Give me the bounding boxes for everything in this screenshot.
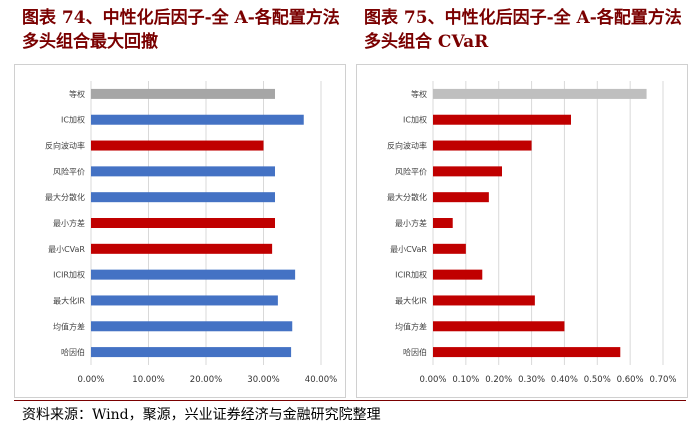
cvar-category-label: 哈因伯 [403,347,427,357]
cvar-category-label: 最大化IR [395,295,427,305]
chart-panel-max-drawdown: 0.00% 10.00% 20.00% 30.00% 40.00% 等权 IC加权反向波动率… [14,64,346,398]
cvar-category-label: 最大分散化 [387,192,427,202]
cvar-bar [433,321,565,332]
cvar-bar [433,166,502,177]
max-drawdown-bar [91,347,292,358]
max-drawdown-bar [91,114,304,125]
cvar-category-label: 风险平价 [395,166,427,176]
cvar-category-label: 最小CVaR [390,245,427,254]
max-drawdown-bar [91,192,275,203]
cvar-category-label: 均值方差 [395,321,427,331]
cvar-category-label: 反向波动率 [387,141,427,151]
chart-title-cvar: 图表 75、中性化后因子-全 A-各配置方法多头组合 CVaR [364,8,682,52]
max-drawdown-x-tick-label: 0.00% [77,375,104,385]
max-drawdown-bar [91,269,296,280]
max-drawdown-bar [91,243,273,254]
max-drawdown-bar [91,166,275,177]
cvar-bar [433,347,621,358]
cvar-x-tick-label: 0.40% [551,375,578,385]
cvar-category-label: 最小方差 [395,218,427,228]
max-drawdown-category-label: IC加权 [61,115,85,125]
source-note: 资料来源：Wind，聚源，兴业证券经济与金融研究院整理 [22,407,381,423]
max-drawdown-category-label: 均值方差 [53,321,85,331]
cvar-bar [433,192,489,203]
max-drawdown-x-tick-label: 20.00% [190,375,222,385]
cvar-x-tick-label: 0.70% [649,375,676,385]
cvar-bar [433,88,647,99]
max-drawdown-x-tick-label: 10.00% [132,375,164,385]
chart-title-max-drawdown: 图表 74、中性化后因子-全 A-各配置方法多头组合最大回撤 [22,8,340,52]
cvar-category-label: ICIR加权 [395,270,427,280]
max-drawdown-bar [91,295,278,306]
cvar-x-tick-label: 0.20% [485,375,512,385]
cvar-bar [433,140,532,151]
cvar-bar [433,295,535,306]
cvar-bar [433,114,571,125]
max-drawdown-bar [91,218,275,228]
max-drawdown-x-tick-label: 40.00% [305,375,337,385]
max-drawdown-category-label: 最小方差 [53,218,85,228]
max-drawdown-category-label: 等权 [69,89,85,99]
max-drawdown-bar [91,140,264,151]
max-drawdown-x-tick-label: 30.00% [247,375,279,385]
max-drawdown-bar [91,321,293,332]
footer-divider [14,400,686,401]
cvar-bar [433,269,483,280]
cvar-x-tick-label: 0.50% [584,375,611,385]
max-drawdown-category-label: 最大分散化 [45,192,85,202]
cvar-bar-chart: 0.00% 0.10% 0.20% 0.30% 0.40% 0.50% 0.60% 0.70%… [387,81,677,385]
max-drawdown-bar-chart: 0.00% 10.00% 20.00% 30.00% 40.00% 等权 IC加权反向波动率… [45,81,337,385]
cvar-x-tick-label: 0.00% [419,375,446,385]
max-drawdown-category-label: 最大化IR [53,295,85,305]
max-drawdown-category-label: ICIR加权 [53,270,85,280]
max-drawdown-category-label: 最小CVaR [48,245,85,254]
cvar-category-label: 等权 [411,89,427,99]
cvar-bar [433,243,466,254]
chart-panel-cvar: 0.00% 0.10% 0.20% 0.30% 0.40% 0.50% 0.60% 0.70%… [356,64,688,398]
cvar-x-tick-label: 0.10% [452,375,479,385]
cvar-x-tick-label: 0.30% [518,375,545,385]
cvar-x-tick-label: 0.60% [617,375,644,385]
max-drawdown-bar [91,88,275,99]
max-drawdown-category-label: 哈因伯 [61,347,85,357]
max-drawdown-category-label: 风险平价 [53,166,85,176]
cvar-category-label: IC加权 [403,115,427,125]
cvar-bar [433,218,453,228]
max-drawdown-category-label: 反向波动率 [45,141,85,151]
